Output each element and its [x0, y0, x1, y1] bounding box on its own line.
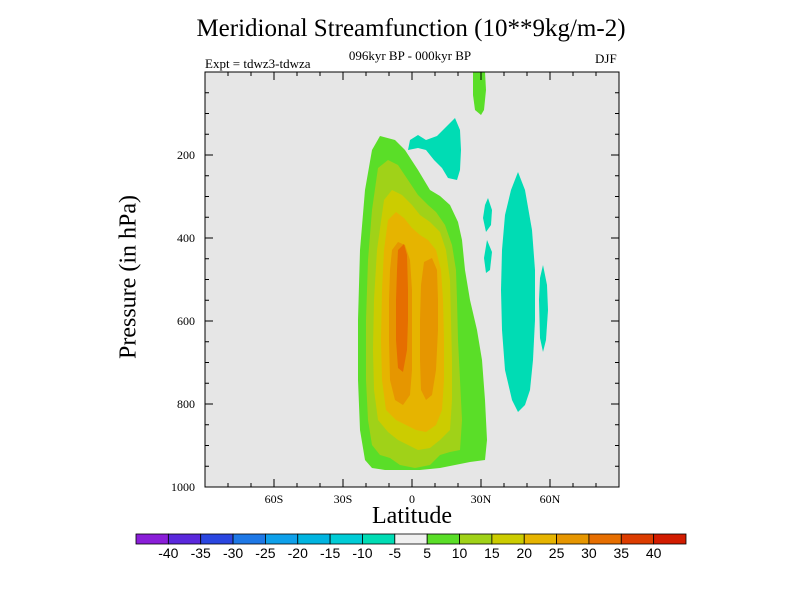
chart-subtitle: 096kyr BP - 000kyr BP: [348, 48, 472, 63]
colorbar-swatch: [556, 533, 590, 545]
colorbar-swatch: [297, 533, 331, 545]
colorbar-label: -35: [191, 545, 211, 561]
contour-region-5-10-top: [473, 72, 486, 115]
colorbar-label: -40: [158, 545, 178, 561]
season-label: DJF: [595, 51, 617, 66]
colorbar-label: -30: [223, 545, 243, 561]
colorbar-label: 5: [423, 545, 431, 561]
colorbar-swatch: [200, 533, 234, 545]
colorbar-label: 25: [549, 545, 565, 561]
contour-region-neg-mid2: [484, 240, 492, 273]
x-tick-label: 60N: [540, 492, 561, 506]
y-tick-label: 800: [177, 397, 195, 411]
colorbar-label: -20: [288, 545, 308, 561]
colorbar-swatch: [232, 533, 266, 545]
colorbar-label: -15: [320, 545, 340, 561]
contour-region-30-35: [396, 244, 408, 372]
colorbar: -40 -35 -30 -25 -20 -15 -10 -5 5 10 15 20 25 30 35 40: [135, 533, 687, 561]
colorbar-swatch: [459, 533, 493, 545]
colorbar-label: 30: [581, 545, 597, 561]
colorbar-label: 10: [452, 545, 468, 561]
colorbar-label: -5: [389, 545, 402, 561]
colorbar-label: -25: [255, 545, 275, 561]
colorbar-swatch: [491, 533, 525, 545]
chart-title: Meridional Streamfunction (10**9kg/m-2): [196, 15, 626, 42]
contour-fills: [358, 72, 548, 470]
y-tick-label: 200: [177, 148, 195, 162]
x-axis-label: Latitude: [372, 503, 452, 529]
x-tick-label: 0: [409, 492, 415, 506]
x-tick-label: 30S: [334, 492, 353, 506]
colorbar-label: 35: [614, 545, 630, 561]
colorbar-swatch: [265, 533, 299, 545]
colorbar-label: 15: [484, 545, 500, 561]
experiment-label: Expt = tdwz3-tdwza: [205, 56, 311, 71]
colorbar-swatch: [426, 533, 460, 545]
colorbar-swatch: [523, 533, 557, 545]
colorbar-swatch: [620, 533, 655, 545]
colorbar-label: -10: [352, 545, 372, 561]
colorbar-swatch: [653, 533, 687, 545]
contour-region-neg-top: [408, 118, 461, 180]
colorbar-label: 40: [646, 545, 662, 561]
axes: 60S 30S 0 30N 60N 200 400 600 800 1000: [171, 72, 619, 506]
y-tick-label: 400: [177, 231, 195, 245]
colorbar-swatch: [394, 533, 428, 545]
contour-region-25-30-b: [420, 258, 438, 400]
x-tick-label: 30N: [471, 492, 492, 506]
colorbar-label: 20: [516, 545, 532, 561]
colorbar-swatch: [135, 533, 169, 545]
colorbar-swatch: [362, 533, 396, 545]
y-tick-label: 600: [177, 314, 195, 328]
colorbar-swatch: [167, 533, 202, 545]
contour-region-neg-east: [501, 172, 535, 412]
y-tick-label: 1000: [171, 480, 195, 494]
colorbar-swatch: [329, 533, 363, 545]
x-tick-label: 60S: [265, 492, 284, 506]
colorbar-swatch: [588, 533, 622, 545]
contour-region-neg-far: [539, 265, 548, 352]
contour-region-neg-mid: [483, 198, 492, 232]
